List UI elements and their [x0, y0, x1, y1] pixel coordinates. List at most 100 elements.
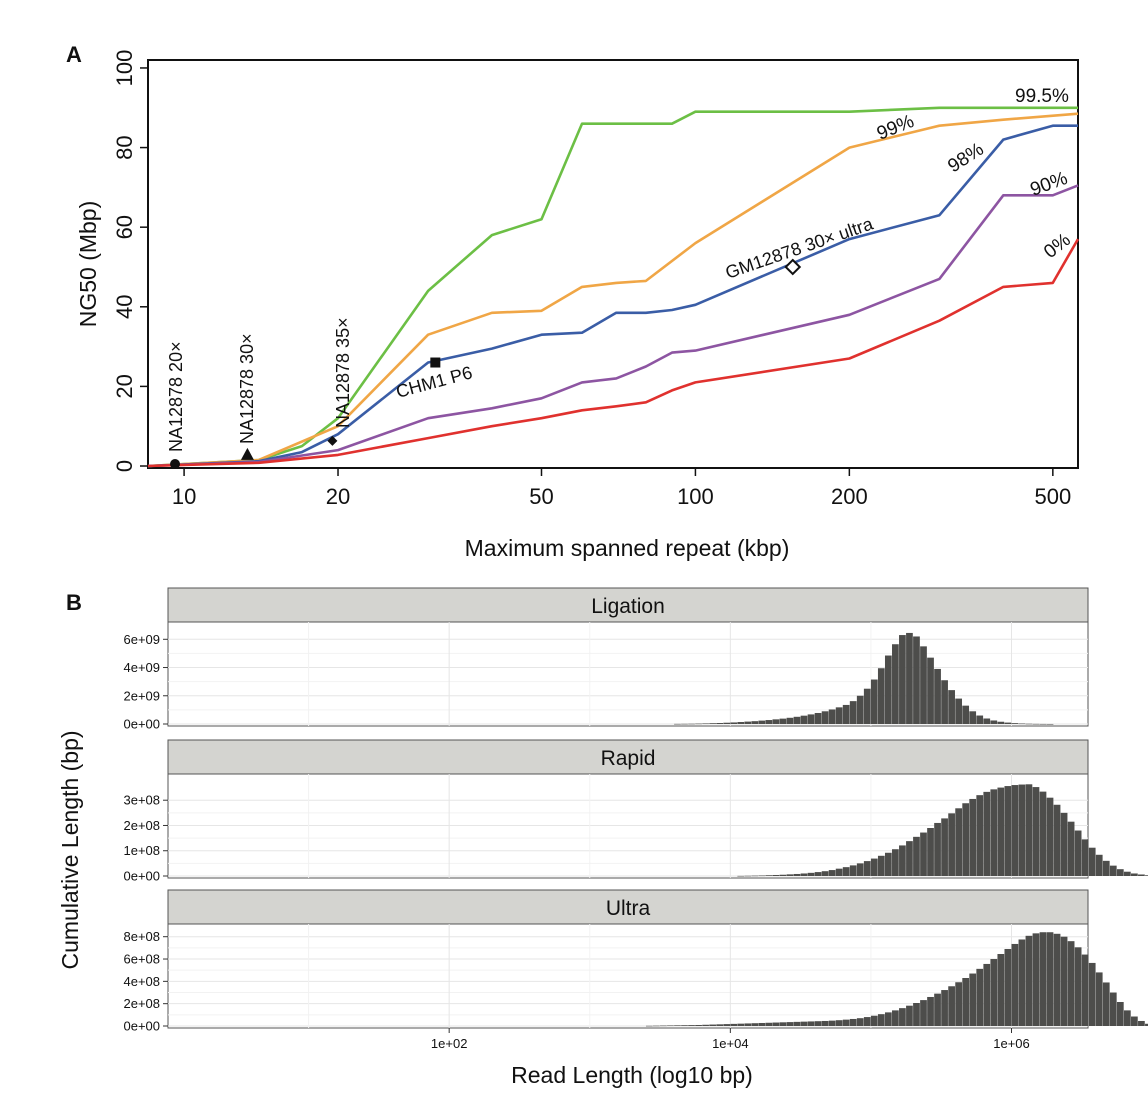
histogram-bar — [737, 1023, 745, 1026]
histogram-bar — [877, 855, 885, 876]
histogram-bar — [976, 795, 984, 876]
histogram-bar — [1018, 723, 1026, 725]
histogram-bar — [948, 986, 955, 1026]
histogram-bar — [1011, 723, 1019, 724]
panel-a-markers — [170, 258, 802, 470]
histogram-bar — [849, 865, 857, 876]
panel-a-label: A — [66, 42, 82, 67]
histogram-bar — [1039, 932, 1047, 1026]
histogram-bar — [765, 720, 773, 724]
histogram-bar — [1004, 786, 1012, 876]
histogram-bar — [870, 858, 878, 876]
histogram-bar — [877, 1014, 885, 1026]
histogram-bar — [927, 828, 934, 876]
histogram-bar — [920, 1000, 927, 1026]
facet-strip — [167, 889, 1089, 925]
y-tick-label: 2e+09 — [123, 688, 160, 703]
y-tick-label: 4e+08 — [123, 974, 160, 989]
marker-open-diamond — [784, 258, 802, 276]
x-tick-label: 50 — [529, 484, 553, 509]
histogram-bar — [716, 723, 724, 724]
y-tick-label: 3e+08 — [123, 793, 160, 808]
histogram-bar — [695, 1024, 702, 1026]
histogram-bar — [772, 719, 780, 724]
histogram-bar — [1025, 723, 1033, 725]
facet-title: Ultra — [606, 897, 651, 920]
panel-b-y-axis-title: Cumulative Length (bp) — [57, 730, 83, 969]
histogram-bar — [927, 996, 934, 1026]
histogram-bar — [807, 872, 815, 876]
histogram-bar — [709, 723, 716, 724]
histogram-bar — [1025, 935, 1033, 1026]
histogram-bar — [941, 680, 948, 724]
histogram-bar — [772, 874, 780, 876]
histogram-bar — [892, 644, 899, 724]
histogram-bar — [779, 1022, 787, 1026]
histogram-bar — [660, 1025, 667, 1027]
histogram-bar — [934, 668, 941, 724]
histogram-bar — [1109, 992, 1117, 1026]
histogram-bar — [983, 791, 991, 876]
facet-title: Rapid — [601, 747, 656, 770]
panel-a-frame — [147, 59, 1079, 469]
histogram-bar — [1088, 847, 1096, 876]
histogram-bar — [962, 978, 970, 1026]
histogram-bar — [990, 720, 998, 724]
histogram-bar — [800, 873, 808, 876]
histogram-bar — [983, 963, 991, 1026]
histogram-bar — [1011, 943, 1019, 1026]
facet-title: Ligation — [591, 595, 665, 618]
histogram-bar — [828, 709, 836, 724]
histogram-bar — [1123, 871, 1131, 876]
histogram-bar — [927, 657, 934, 724]
histogram-bar — [814, 872, 822, 876]
histogram-bar — [702, 723, 709, 725]
panel-a-x-axis-title: Maximum spanned repeat (kbp) — [465, 535, 790, 561]
y-tick-label: 2e+08 — [123, 996, 160, 1011]
histogram-bar — [751, 1023, 759, 1026]
x-tick-label: 100 — [677, 484, 714, 509]
histogram-bar — [758, 1022, 766, 1026]
histogram-bar — [723, 722, 731, 724]
histogram-bar — [1053, 933, 1061, 1026]
histogram-bar — [765, 1022, 773, 1026]
histogram-bar — [1018, 784, 1026, 876]
histogram-bar — [758, 720, 766, 724]
x-tick-label: 20 — [326, 484, 350, 509]
histogram-bar — [870, 1015, 878, 1026]
histogram-bar — [1131, 873, 1138, 876]
histogram-bar — [906, 632, 913, 724]
y-tick-label: 40 — [112, 295, 137, 319]
histogram-bar — [821, 711, 829, 724]
histogram-bar — [1138, 1020, 1145, 1026]
marker-circle — [170, 459, 181, 470]
histogram-bar — [786, 874, 794, 876]
histogram-bar — [807, 714, 815, 724]
histogram-bar — [906, 1005, 913, 1026]
histogram-bar — [751, 721, 759, 724]
histogram-bar — [877, 668, 885, 724]
histogram-bar — [1067, 821, 1075, 876]
histogram-bar — [870, 679, 878, 724]
histogram-bar — [1046, 723, 1054, 725]
histogram-bar — [1123, 1010, 1131, 1026]
histogram-bar — [1095, 972, 1103, 1026]
marker-triangle — [240, 447, 254, 460]
facet-strip — [167, 739, 1089, 775]
histogram-bar — [1046, 932, 1054, 1026]
histogram-bar — [842, 867, 850, 876]
panel-b-x-axis: 1e+02 1e+04 1e+06 — [431, 1028, 1030, 1051]
histogram-bar — [1081, 839, 1089, 876]
histogram-bar — [744, 875, 752, 877]
histogram-bar — [941, 990, 948, 1026]
histogram-bar — [1032, 787, 1040, 876]
histogram-bar — [653, 1025, 660, 1027]
y-tick-label: 0e+00 — [123, 1019, 160, 1034]
x-tick-label: 1e+02 — [431, 1036, 468, 1051]
histogram-bar — [674, 723, 681, 725]
histogram-bar — [716, 1024, 724, 1026]
marker-label-na12878-35x: NA12878 35× — [333, 317, 353, 428]
histogram-bar — [828, 1020, 836, 1026]
histogram-bar — [969, 798, 977, 876]
histogram-bar — [1102, 982, 1110, 1026]
